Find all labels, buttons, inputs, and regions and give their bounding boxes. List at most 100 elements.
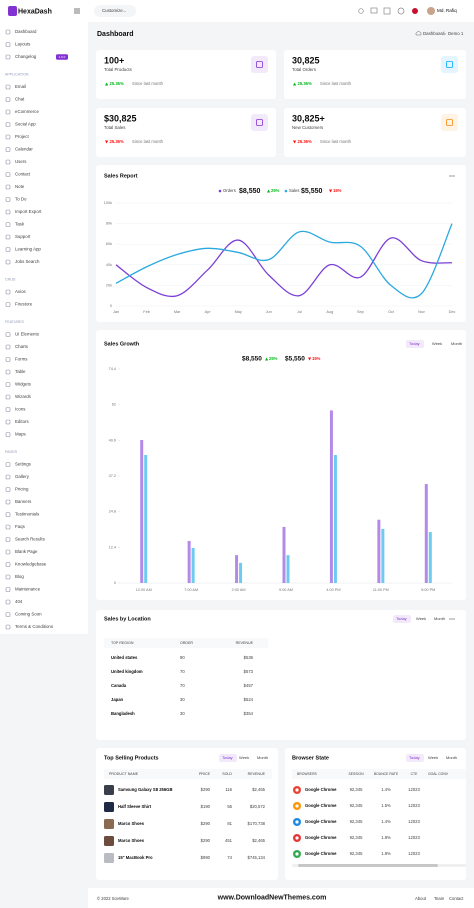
table-head [104, 638, 268, 648]
nav-item[interactable]: Contact [15, 172, 31, 177]
table-cell: Half Sleeve Shirt [118, 804, 152, 809]
nav-item[interactable]: Coming Soon [15, 612, 42, 617]
table-header: PRICE [199, 772, 211, 776]
tab[interactable]: Today [396, 616, 407, 621]
y-tick-label: 80k [106, 222, 112, 226]
menu-toggle[interactable] [74, 8, 80, 14]
watermark: www.DownloadNewThemes.com [217, 894, 327, 901]
nav-item[interactable]: Email [15, 84, 26, 89]
avatar[interactable] [427, 7, 435, 15]
nav-item[interactable]: Calendar [15, 147, 33, 152]
footer-link[interactable]: Contact [449, 896, 464, 901]
nav-item[interactable]: Import Export [15, 209, 42, 214]
nav-item[interactable]: eCommerce [15, 109, 39, 114]
table-cell: 12023 [408, 835, 420, 840]
nav-icon [5, 574, 11, 580]
tab[interactable]: Month [434, 616, 445, 621]
tab[interactable]: Today [409, 755, 420, 760]
nav-icon [5, 432, 11, 437]
nav-item[interactable]: Blog [15, 574, 24, 579]
badge-text: 1.0.0 [59, 55, 66, 59]
table-cell: 30 [180, 697, 185, 702]
nav-item[interactable]: Changelog [15, 54, 37, 59]
table-cell: Samsung Galaxy S8 256GB [118, 787, 172, 792]
nav-item[interactable]: Social App [15, 122, 36, 127]
legend-total: $8,550 [239, 188, 261, 195]
x-tick-label: Oct [388, 310, 395, 314]
nav-item[interactable]: Jobs Search [15, 259, 40, 264]
more-dot[interactable] [449, 175, 451, 177]
flag[interactable] [412, 8, 418, 14]
nav-item[interactable]: Icons [15, 407, 26, 412]
y-tick-label: 49.6 [109, 438, 116, 442]
tab[interactable]: Week [416, 616, 426, 621]
nav-item[interactable]: Note [15, 184, 25, 189]
tab[interactable]: Month [451, 341, 462, 346]
nav-item[interactable]: Pricing [15, 487, 29, 492]
more-dot[interactable] [449, 618, 451, 620]
stat-icon [256, 119, 263, 126]
tab[interactable]: Today [222, 755, 233, 760]
x-tick-label: 2:00 AM [232, 588, 246, 592]
footer-link[interactable]: Team [434, 896, 445, 901]
nav-item[interactable]: Axios [15, 289, 27, 294]
more-dot[interactable] [453, 618, 455, 620]
nav-item[interactable]: 404 [15, 599, 23, 604]
nav-item[interactable]: Charts [15, 344, 29, 349]
nav-item[interactable]: Project [15, 134, 29, 139]
product-image [104, 802, 114, 812]
more-dot[interactable] [453, 175, 455, 177]
tab[interactable]: Month [257, 755, 268, 760]
table-cell: 15" MacBook Pro [118, 855, 153, 860]
customize-button[interactable] [94, 5, 136, 17]
nav-item[interactable]: Chat [15, 97, 25, 102]
nav-item[interactable]: Dashboard [15, 29, 37, 34]
nav-item[interactable]: Task [15, 222, 25, 227]
tab[interactable]: Week [428, 755, 438, 760]
breadcrumb[interactable]: Dashboard [423, 31, 445, 36]
nav-icon [5, 344, 11, 350]
nav-item[interactable]: UI Elements [15, 332, 40, 337]
home-icon [415, 30, 422, 36]
nav-item[interactable]: Users [15, 159, 27, 164]
nav-item[interactable]: Layouts [15, 42, 31, 47]
tab[interactable]: Month [446, 755, 457, 760]
stat-icon-bg [251, 114, 268, 131]
nav-item[interactable]: Maintenance [15, 587, 41, 592]
more-dot[interactable] [451, 175, 453, 177]
nav-item[interactable]: Maps [15, 432, 27, 437]
nav-item[interactable]: Knowledgebase [15, 562, 47, 567]
nav-item[interactable]: Terms & Conditions [15, 624, 54, 629]
nav-item[interactable]: Banners [15, 499, 32, 504]
nav-item[interactable]: Settings [15, 462, 32, 467]
tab[interactable]: Week [432, 341, 442, 346]
nav-item[interactable]: Editors [15, 419, 29, 424]
tab[interactable]: Today [409, 341, 420, 346]
table-cell: $524 [244, 697, 254, 702]
bar [333, 455, 337, 583]
nav-item[interactable]: Testimonials [15, 512, 40, 517]
scrollbar-thumb[interactable] [298, 864, 438, 867]
tab[interactable]: Week [239, 755, 249, 760]
user-name[interactable]: Md. Rafiq [437, 8, 457, 13]
customize-text[interactable]: Customize... [102, 8, 126, 13]
nav-item[interactable]: Table [15, 369, 26, 374]
nav-item[interactable]: Widgets [15, 382, 32, 387]
nav-item[interactable]: Firestore [15, 302, 33, 307]
nav-item[interactable]: To Do [15, 197, 27, 202]
nav-item[interactable]: Blank Page [15, 549, 38, 554]
nav-item[interactable]: Search Results [15, 537, 46, 542]
x-tick-label: May [235, 310, 242, 314]
nav-icon [5, 289, 11, 295]
nav-item[interactable]: Gallery [15, 474, 30, 479]
nav-item[interactable]: Faqs [15, 524, 26, 529]
footer-link[interactable]: About [415, 896, 427, 901]
nav-item[interactable]: Forms [15, 357, 28, 362]
nav-item[interactable]: Wizards [15, 394, 32, 399]
more-dot[interactable] [451, 618, 453, 620]
table-cell: Bangladesh [111, 711, 135, 716]
nav-icon [5, 302, 11, 307]
nav-item[interactable]: Support [15, 234, 31, 239]
table-cell: 1.8% [381, 851, 391, 856]
nav-item[interactable]: Learning App [15, 247, 41, 252]
